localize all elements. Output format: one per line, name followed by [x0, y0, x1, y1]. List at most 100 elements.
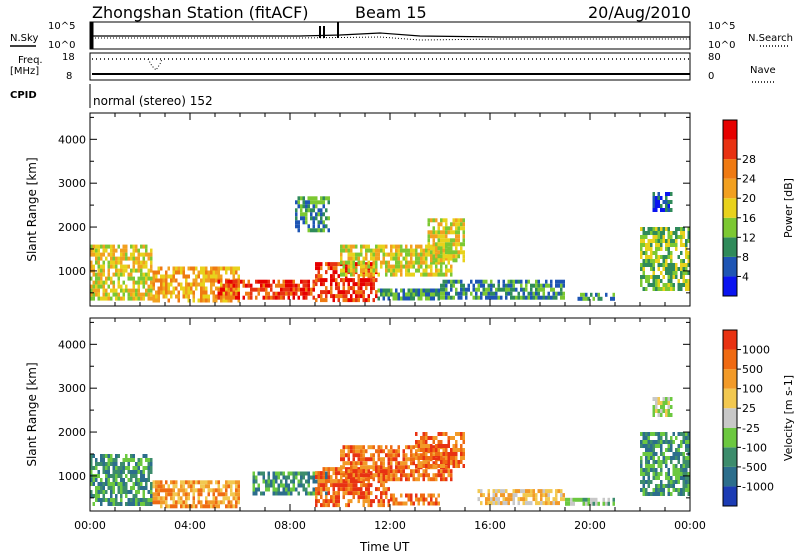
data-cell	[362, 469, 365, 474]
data-cell	[112, 280, 115, 285]
data-cell	[200, 492, 203, 497]
data-cell	[307, 200, 310, 205]
data-cell	[145, 478, 148, 482]
data-cell	[152, 484, 155, 489]
data-cell	[392, 477, 395, 482]
data-cell	[425, 452, 428, 456]
data-cell	[427, 493, 430, 498]
data-cell	[370, 491, 373, 496]
data-cell	[425, 444, 428, 448]
data-cell	[372, 252, 375, 257]
data-cell	[275, 479, 278, 484]
data-cell	[325, 262, 328, 267]
data-cell	[230, 270, 233, 275]
data-cell	[285, 291, 288, 296]
data-cell	[177, 282, 180, 287]
data-cell	[687, 476, 690, 480]
data-cell	[367, 483, 370, 488]
data-cell	[230, 480, 233, 485]
data-cell	[185, 274, 188, 279]
data-cell	[140, 486, 143, 490]
data-cell	[352, 453, 355, 458]
data-cell	[675, 275, 678, 279]
data-cell	[507, 497, 510, 502]
data-cell	[452, 258, 455, 263]
data-cell	[92, 280, 95, 285]
data-cell	[672, 456, 675, 460]
data-cell	[390, 477, 393, 482]
data-cell	[382, 248, 385, 253]
data-cell	[502, 493, 505, 498]
data-cell	[190, 504, 193, 509]
data-cell	[300, 196, 303, 201]
data-cell	[492, 291, 495, 296]
data-cell	[225, 298, 228, 303]
data-cell	[107, 292, 110, 297]
data-cell	[410, 296, 413, 301]
data-cell	[480, 501, 483, 506]
data-cell	[267, 279, 270, 284]
data-cell	[640, 480, 643, 484]
data-cell	[122, 478, 125, 482]
data-cell	[267, 291, 270, 296]
data-cell	[662, 488, 665, 492]
data-cell	[612, 292, 615, 297]
data-cell	[112, 462, 115, 466]
data-cell	[297, 220, 300, 225]
data-cell	[280, 283, 283, 288]
data-cell	[412, 477, 415, 482]
data-cell	[662, 267, 665, 271]
data-cell	[127, 502, 130, 506]
data-cell	[670, 484, 673, 488]
data-cell	[652, 235, 655, 239]
data-cell	[355, 244, 358, 249]
data-cell	[257, 487, 260, 492]
data-cell	[655, 460, 658, 464]
freq-tick-top: 18	[62, 52, 75, 63]
data-cell	[442, 260, 445, 265]
data-cell	[515, 295, 518, 300]
data-cell	[667, 235, 670, 239]
data-cell	[132, 284, 135, 289]
data-cell	[122, 292, 125, 297]
data-cell	[305, 220, 308, 225]
data-cell	[502, 283, 505, 288]
data-cell	[645, 275, 648, 279]
data-cell	[322, 471, 325, 476]
data-cell	[207, 480, 210, 485]
data-cell	[207, 274, 210, 279]
data-cell	[645, 452, 648, 456]
data-cell	[290, 279, 293, 284]
data-cell	[322, 228, 325, 233]
data-cell	[180, 266, 183, 271]
data-cell	[190, 266, 193, 271]
data-cell	[362, 457, 365, 462]
data-cell	[585, 501, 588, 506]
data-cell	[317, 208, 320, 213]
data-cell	[407, 248, 410, 253]
data-cell	[222, 287, 225, 292]
data-cell	[102, 272, 105, 277]
data-cell	[422, 256, 425, 261]
data-cell	[307, 283, 310, 288]
data-cell	[392, 449, 395, 454]
data-cell	[182, 504, 185, 509]
data-cell	[167, 298, 170, 303]
data-cell	[535, 283, 538, 288]
data-cell	[350, 272, 353, 277]
data-cell	[370, 475, 373, 480]
data-cell	[437, 272, 440, 277]
data-cell	[645, 287, 648, 291]
data-cell	[517, 279, 520, 284]
data-cell	[117, 260, 120, 265]
data-cell	[277, 487, 280, 492]
data-cell	[97, 470, 100, 474]
data-cell	[645, 436, 648, 440]
data-cell	[435, 272, 438, 277]
data-cell	[687, 488, 690, 492]
data-cell	[162, 496, 165, 501]
data-cell	[360, 290, 363, 295]
data-cell	[647, 436, 650, 440]
data-cell	[207, 488, 210, 493]
data-cell	[450, 436, 453, 440]
